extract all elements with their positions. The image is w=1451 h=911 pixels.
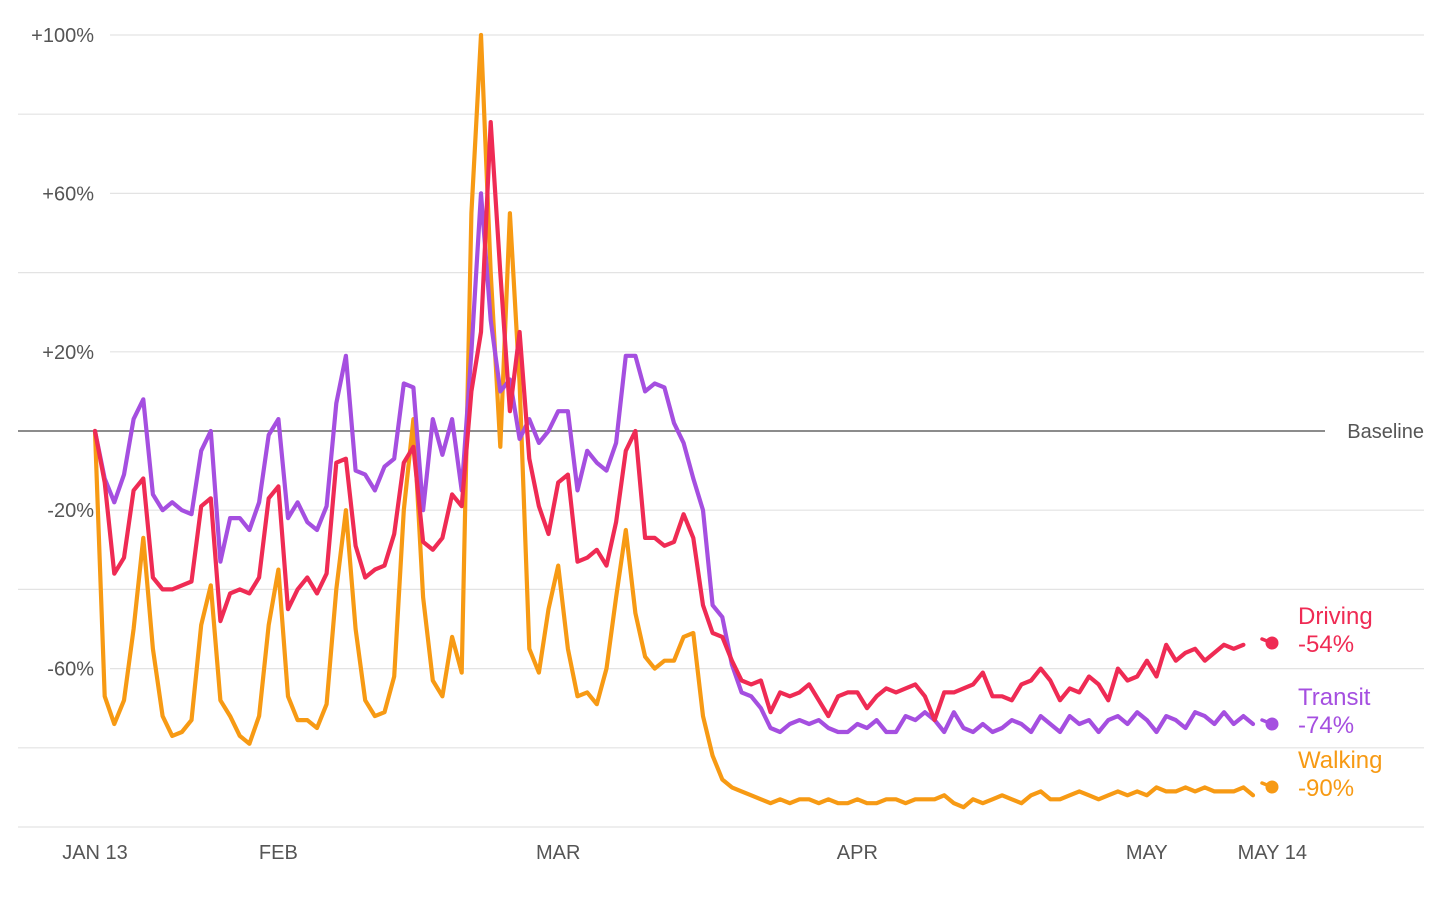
y-axis-ticks: +100% +60% +20% -20% -60%	[31, 25, 94, 681]
series-line-walking	[92, 32, 1256, 810]
legend-dot-driving	[1265, 636, 1279, 650]
x-axis-ticks: JAN 13 FEB MAR APR MAY MAY 14	[62, 842, 1307, 864]
legend-dot-walking	[1265, 780, 1279, 794]
baseline-label: Baseline	[1347, 421, 1424, 443]
legend-name-walking: Walking	[1298, 747, 1382, 774]
legend-value-walking: -90%	[1298, 775, 1354, 802]
legend-value-driving: -54%	[1298, 631, 1354, 658]
x-tick-label: FEB	[259, 842, 298, 864]
legend-dot-transit	[1265, 717, 1279, 731]
y-tick-label: +60%	[42, 183, 94, 205]
x-tick-label: MAR	[536, 842, 580, 864]
series-lines	[92, 32, 1256, 810]
x-tick-label: MAY 14	[1238, 842, 1307, 864]
y-tick-label: -60%	[47, 659, 94, 681]
legend-name-driving: Driving	[1298, 603, 1373, 630]
y-tick-label: +20%	[42, 342, 94, 364]
legend-name-transit: Transit	[1298, 684, 1371, 711]
y-tick-label: -20%	[47, 500, 94, 522]
y-tick-label: +100%	[31, 25, 94, 47]
x-tick-label: APR	[837, 842, 878, 864]
legend-value-transit: -74%	[1298, 712, 1354, 739]
end-labels: Driving-54% Transit-74% Walking-90%	[1260, 603, 1382, 802]
x-tick-label: JAN 13	[62, 842, 128, 864]
series-line-transit	[92, 191, 1256, 735]
series-line-driving	[92, 119, 1246, 723]
baseline: Baseline	[18, 421, 1424, 443]
x-tick-label: MAY	[1126, 842, 1168, 864]
